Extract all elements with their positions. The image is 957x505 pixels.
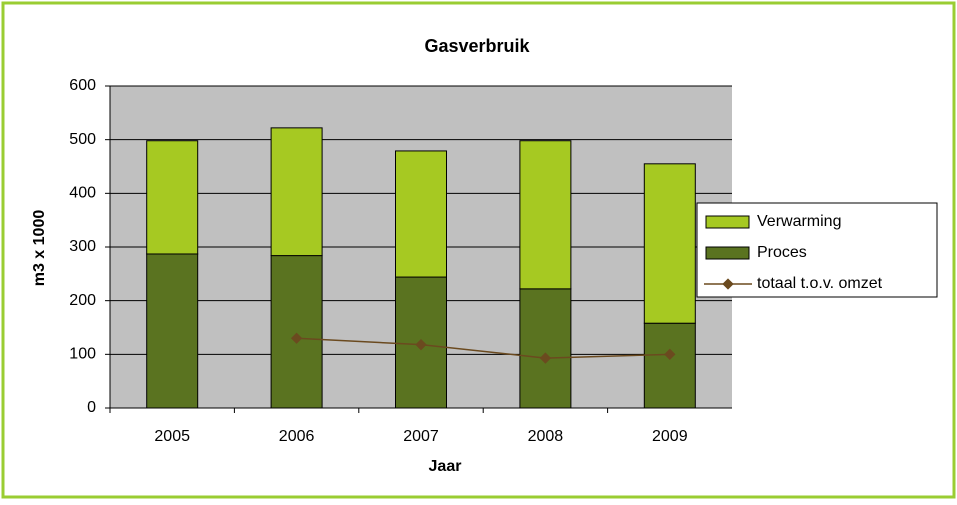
legend-label: Proces (757, 244, 807, 261)
bar-segment (270, 127, 323, 257)
x-axis-label: Jaar (429, 458, 462, 475)
legend-swatch (705, 215, 750, 229)
legend-label: totaal t.o.v. omzet (757, 275, 883, 292)
x-tick-label: 2005 (154, 428, 190, 445)
y-tick-label: 100 (69, 346, 96, 363)
x-tick-label: 2009 (652, 428, 688, 445)
line-marker (539, 352, 552, 364)
legend-marker (722, 278, 734, 290)
legend-swatch (705, 246, 750, 260)
bar-segment (146, 140, 199, 255)
bar-segment (643, 163, 696, 324)
bar-segment (643, 322, 696, 409)
y-tick-label: 500 (69, 131, 96, 148)
x-tick-label: 2006 (279, 428, 315, 445)
line-series (296, 337, 670, 359)
x-tick-label: 2007 (403, 428, 439, 445)
y-tick-label: 0 (87, 399, 96, 416)
chart-title: Gasverbruik (424, 36, 530, 56)
y-tick-label: 400 (69, 185, 96, 202)
bar-segment (519, 288, 572, 409)
bar-segment (146, 253, 199, 409)
x-tick-label: 2008 (528, 428, 564, 445)
y-tick-label: 600 (69, 77, 96, 94)
bar-segment (519, 140, 572, 290)
line-marker (664, 348, 676, 360)
y-tick-label: 300 (69, 238, 96, 255)
bar-segment (395, 150, 447, 278)
line-marker (415, 339, 427, 351)
line-marker (290, 332, 303, 344)
y-tick-label: 200 (69, 292, 96, 309)
y-axis-label: m3 x 1000 (31, 210, 48, 287)
legend-label: Verwarming (757, 213, 841, 230)
bar-segment (270, 255, 323, 409)
